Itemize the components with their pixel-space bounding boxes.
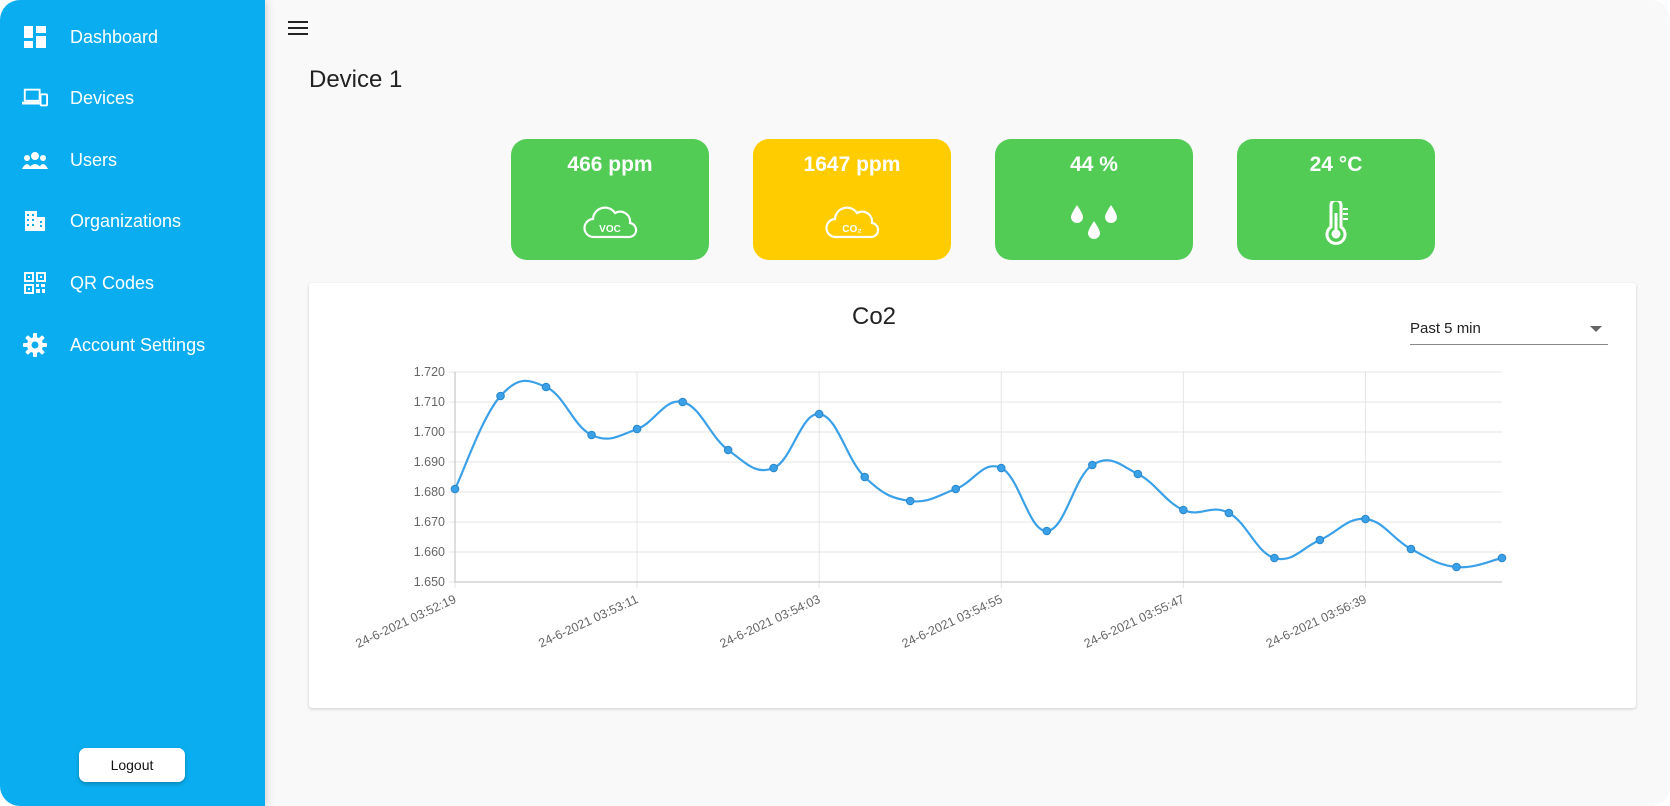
hamburger-menu-icon[interactable] (285, 16, 311, 40)
x-tick-label: 24-6-2021 03:55:47 (1082, 592, 1187, 651)
sidebar-item-organizations[interactable]: Organizations (0, 199, 265, 243)
y-tick-label: 1.660 (414, 545, 445, 559)
data-point (1042, 526, 1052, 536)
sidebar-item-dashboard[interactable]: Dashboard (0, 15, 265, 59)
sidebar: Dashboard Devices Users Organizations QR… (0, 0, 265, 806)
x-tick-label: 24-6-2021 03:53:11 (536, 592, 640, 650)
dashboard-icon (22, 24, 48, 50)
data-point (496, 391, 505, 401)
svg-text:CO₂: CO₂ (842, 224, 861, 235)
co2-card: 1647 ppm CO₂ (753, 139, 951, 260)
data-point (1270, 553, 1279, 563)
y-tick-label: 1.690 (414, 455, 445, 469)
users-icon (22, 147, 48, 173)
x-tick-label: 24-6-2021 03:54:03 (718, 592, 823, 651)
sidebar-item-label: Devices (70, 87, 135, 108)
co2-value: 1647 ppm (803, 153, 901, 176)
humidity-drops-icon (1071, 205, 1117, 239)
data-point (632, 424, 642, 434)
data-point (1361, 514, 1370, 524)
x-tick-label: 24-6-2021 03:52:19 (353, 592, 458, 651)
data-point (1406, 544, 1416, 554)
sidebar-item-users[interactable]: Users (0, 138, 265, 182)
logout-button[interactable]: Logout (79, 748, 185, 782)
y-tick-label: 1.670 (414, 515, 445, 529)
data-point (1497, 553, 1507, 563)
chart-title: Co2 (851, 303, 897, 330)
gear-icon (22, 332, 48, 358)
sidebar-item-label: Organizations (70, 210, 182, 231)
x-tick-label: 24-6-2021 03:54:55 (900, 592, 1005, 651)
time-range-value: Past 5 min (1410, 320, 1481, 337)
chart-panel: Co2 Past 5 min 1.720 1.710 1.700 1.690 1.680… (309, 283, 1636, 708)
thermometer-icon (1325, 201, 1348, 245)
humidity-card: 44 % (995, 139, 1193, 260)
sidebar-item-label: Dashboard (70, 26, 159, 47)
time-range-select[interactable]: Past 5 min (1410, 315, 1608, 345)
data-point (678, 397, 687, 407)
data-point (1179, 505, 1188, 515)
data-point (587, 430, 596, 440)
temperature-value: 24 °C (1309, 153, 1363, 176)
devices-icon (22, 85, 48, 111)
sidebar-item-label: Users (70, 149, 118, 170)
y-tick-label: 1.710 (414, 395, 445, 409)
co2-line-chart: 1.720 1.710 1.700 1.690 1.680 1.670 1.660 1.650… (353, 365, 1507, 651)
temperature-card: 24 °C (1237, 139, 1435, 260)
data-point (1224, 508, 1234, 518)
y-tick-label: 1.700 (414, 425, 445, 439)
humidity-value: 44 % (1070, 153, 1118, 176)
co2-series-line (454, 379, 1503, 569)
data-point (1088, 460, 1097, 470)
sidebar-item-devices[interactable]: Devices (0, 76, 265, 120)
data-point (769, 463, 778, 473)
main-content: Device 1 466 ppm VOC 1647 ppm CO₂ 44 % (265, 0, 1670, 806)
y-tick-label: 1.680 (414, 485, 445, 499)
data-point (814, 409, 824, 419)
data-point (450, 484, 460, 494)
page-title: Device 1 (309, 66, 403, 93)
co2-cloud-icon: CO₂ (825, 206, 880, 239)
voc-card: 466 ppm VOC (511, 139, 709, 260)
sidebar-item-label: QR Codes (70, 272, 155, 293)
qr-code-icon (22, 270, 48, 296)
data-point (905, 496, 915, 506)
sidebar-item-label: Account Settings (70, 334, 206, 355)
y-tick-label: 1.650 (414, 575, 445, 589)
voc-value: 466 ppm (567, 153, 653, 176)
svg-text:VOC: VOC (599, 224, 621, 235)
data-point (1315, 535, 1325, 545)
data-point (996, 463, 1006, 473)
organizations-icon (22, 208, 48, 234)
data-point (723, 445, 733, 455)
data-point (1452, 562, 1461, 572)
y-tick-label: 1.720 (414, 365, 445, 379)
sidebar-item-qr-codes[interactable]: QR Codes (0, 261, 265, 305)
data-point (860, 472, 869, 482)
chevron-down-icon (1590, 326, 1602, 332)
voc-cloud-icon: VOC (583, 206, 638, 239)
sidebar-item-account-settings[interactable]: Account Settings (0, 323, 265, 367)
data-point (541, 382, 551, 392)
data-point (1133, 469, 1143, 479)
x-tick-label: 24-6-2021 03:56:39 (1264, 592, 1369, 651)
data-point (951, 484, 961, 494)
